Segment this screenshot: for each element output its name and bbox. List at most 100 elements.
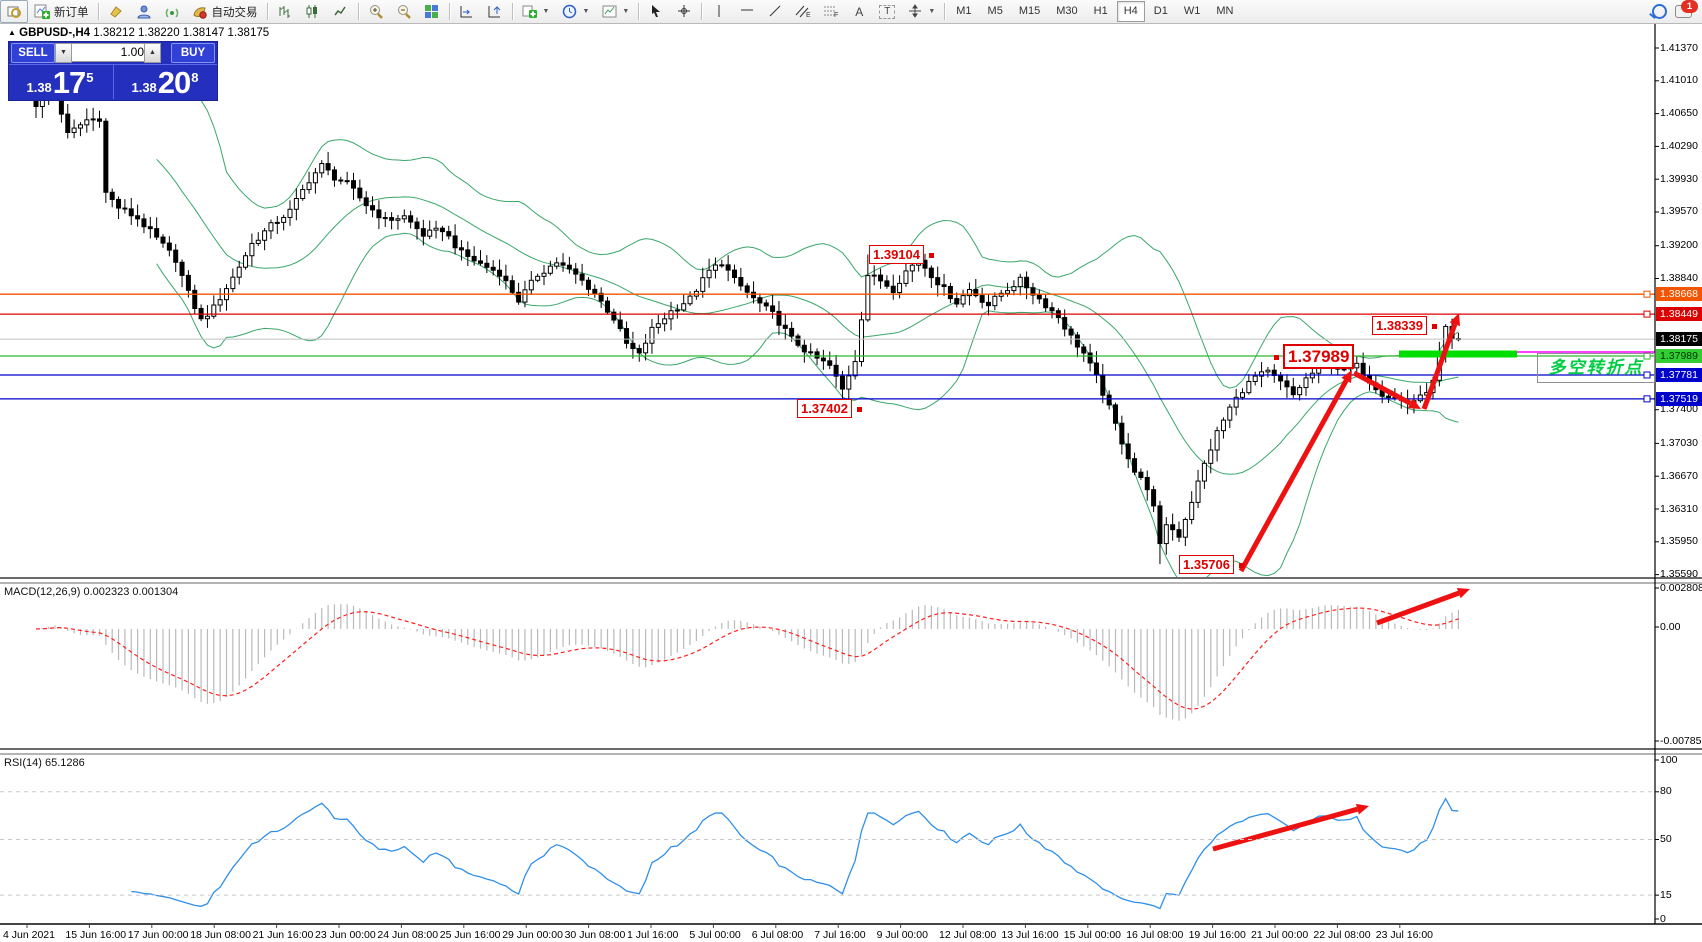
horizontal-line-tool[interactable] xyxy=(733,0,761,23)
text-label-tool[interactable]: T xyxy=(873,0,901,23)
volume-down-button[interactable]: ▼ xyxy=(55,43,72,63)
zoom-out-button[interactable] xyxy=(390,0,418,23)
indicators-button[interactable]: ▼ xyxy=(516,0,556,23)
cursor-icon xyxy=(648,4,664,20)
time-axis-label: 30 Jun 08:00 xyxy=(564,929,626,941)
notification-badge: 1 xyxy=(1681,0,1698,13)
buy-button[interactable]: BUY xyxy=(171,43,215,63)
timeframe-m30-button[interactable]: M30 xyxy=(1056,5,1078,17)
price-label-object[interactable]: 1.35706 xyxy=(1179,555,1234,574)
toolbar-separator xyxy=(266,3,268,20)
macd-axis-label: -0.007859 xyxy=(1660,734,1702,747)
wand-icon xyxy=(108,4,124,20)
clock-icon xyxy=(561,4,577,20)
price-axis-label: 1.35590 xyxy=(1660,568,1698,581)
macd-header: MACD(12,26,9) 0.002323 0.001304 xyxy=(4,586,179,598)
timeframe-m1-button[interactable]: M1 xyxy=(956,5,972,17)
svg-text:E: E xyxy=(806,12,811,18)
sell-price-sup: 5 xyxy=(86,70,94,85)
price-axis-tag: 1.37519 xyxy=(1656,391,1702,406)
cursor-tool-button[interactable] xyxy=(642,0,670,23)
auto-trading-button[interactable]: 自动交易 xyxy=(186,0,264,23)
price-label-object[interactable]: 1.37402 xyxy=(797,399,852,418)
zoom-in-button[interactable] xyxy=(362,0,390,23)
new-order-button[interactable]: 新订单 xyxy=(28,0,95,23)
time-axis-label: 19 Jul 16:00 xyxy=(1188,929,1246,941)
buy-price-display[interactable]: 1.38 20 8 xyxy=(114,66,216,98)
time-axis-label: 18 Jun 08:00 xyxy=(190,929,251,941)
chart-ohlc-header: ▲ GBPUSD-,H4 1.38212 1.38220 1.38147 1.3… xyxy=(8,27,269,39)
timeframe-h4-button[interactable]: H4 xyxy=(1116,1,1145,22)
bar-chart-button[interactable] xyxy=(271,0,299,23)
price-axis-label: 1.38840 xyxy=(1660,272,1698,284)
timeframe-d1-button[interactable]: D1 xyxy=(1153,5,1168,17)
horizontal-line-icon xyxy=(739,4,755,20)
periods-button[interactable]: ▼ xyxy=(555,0,595,23)
time-axis-label: 1 Jul 16:00 xyxy=(627,929,679,941)
main-toolbar: 新订单 自动交易 ▼ ▼ ▼ xyxy=(0,0,1702,24)
chart-shift-button[interactable] xyxy=(481,0,509,23)
rsi-axis-label: 0 xyxy=(1660,912,1666,925)
trendline-tool[interactable] xyxy=(761,0,789,23)
sell-price-display[interactable]: 1.38 17 5 xyxy=(9,66,111,98)
price-label-object[interactable]: 1.37989 xyxy=(1283,344,1355,369)
styler-button[interactable] xyxy=(102,0,130,23)
timeframe-m15-button[interactable]: M15 xyxy=(1018,5,1041,17)
buy-price-sup: 8 xyxy=(191,70,199,85)
line-chart-button[interactable] xyxy=(327,0,355,23)
chevron-down-icon: ▼ xyxy=(582,8,590,15)
chart-shift-icon xyxy=(487,4,503,20)
fibonacci-tool[interactable]: F xyxy=(817,0,845,23)
templates-button[interactable]: ▼ xyxy=(595,0,635,23)
time-axis-label: 15 Jul 00:00 xyxy=(1063,929,1122,941)
tile-windows-button[interactable] xyxy=(418,0,446,23)
toolbar-separator xyxy=(448,3,450,20)
time-axis-label: 12 Jul 08:00 xyxy=(939,929,997,941)
timeframe-m5-button[interactable]: M5 xyxy=(987,5,1003,17)
timeframe-h1-button[interactable]: H1 xyxy=(1093,5,1108,17)
time-axis-label: 24 Jun 08:00 xyxy=(377,929,439,941)
annotation-text-object[interactable]: 多空转折点 xyxy=(1537,353,1655,383)
price-axis-label: 1.39570 xyxy=(1660,205,1698,218)
price-label-object[interactable]: 1.38339 xyxy=(1372,316,1427,335)
crosshair-tool-button[interactable] xyxy=(670,0,698,23)
signal-icon xyxy=(164,4,180,20)
auto-scroll-button[interactable] xyxy=(453,0,481,23)
timeframe-w1-button[interactable]: W1 xyxy=(1183,5,1201,17)
time-axis-label: 21 Jul 00:00 xyxy=(1251,929,1309,941)
time-axis-label: 9 Jul 00:00 xyxy=(876,929,928,941)
sell-button[interactable]: SELL xyxy=(11,43,55,63)
candlestick-chart-button[interactable] xyxy=(299,0,327,23)
bar-chart-icon xyxy=(277,4,293,20)
equidistant-channel-icon: E xyxy=(795,4,811,20)
symbol-search-button[interactable] xyxy=(0,0,28,23)
search-icon[interactable] xyxy=(1652,4,1667,19)
rsi-axis-label: 50 xyxy=(1660,833,1672,845)
auto-scroll-icon xyxy=(459,4,475,20)
volume-up-button[interactable]: ▲ xyxy=(144,43,161,63)
text-tool[interactable]: A xyxy=(845,0,873,23)
ohlc-values: 1.38212 1.38220 1.38147 1.38175 xyxy=(93,27,270,39)
fibonacci-icon: F xyxy=(823,4,839,20)
price-label-anchor xyxy=(857,406,862,412)
channel-tool[interactable]: E xyxy=(789,0,817,23)
price-label-object[interactable]: 1.39104 xyxy=(869,245,924,264)
timeframe-mn-button[interactable]: MN xyxy=(1216,5,1234,17)
price-label-anchor xyxy=(929,252,934,258)
notifications-icon[interactable]: 1 xyxy=(1675,0,1698,18)
symbol-triangle-icon: ▲ xyxy=(8,28,16,37)
price-axis-tag: 1.37781 xyxy=(1656,367,1702,382)
buy-price-big: 20 xyxy=(157,65,191,100)
vertical-line-tool[interactable] xyxy=(705,0,733,23)
one-click-trading-panel: SELL ▼ 1.00 ▲ BUY 1.38 17 5 1.38 20 8 xyxy=(8,41,218,101)
volume-input[interactable]: 1.00 xyxy=(71,43,149,62)
expert-advisors-button[interactable] xyxy=(130,0,158,23)
signals-button[interactable] xyxy=(158,0,186,23)
toolbar-separator xyxy=(638,3,640,20)
price-axis-label: 1.41370 xyxy=(1660,41,1698,54)
arrows-tool[interactable]: ▼ xyxy=(901,0,941,23)
trendline-icon xyxy=(767,4,783,20)
time-axis-label: 4 Jun 2021 xyxy=(3,929,55,941)
